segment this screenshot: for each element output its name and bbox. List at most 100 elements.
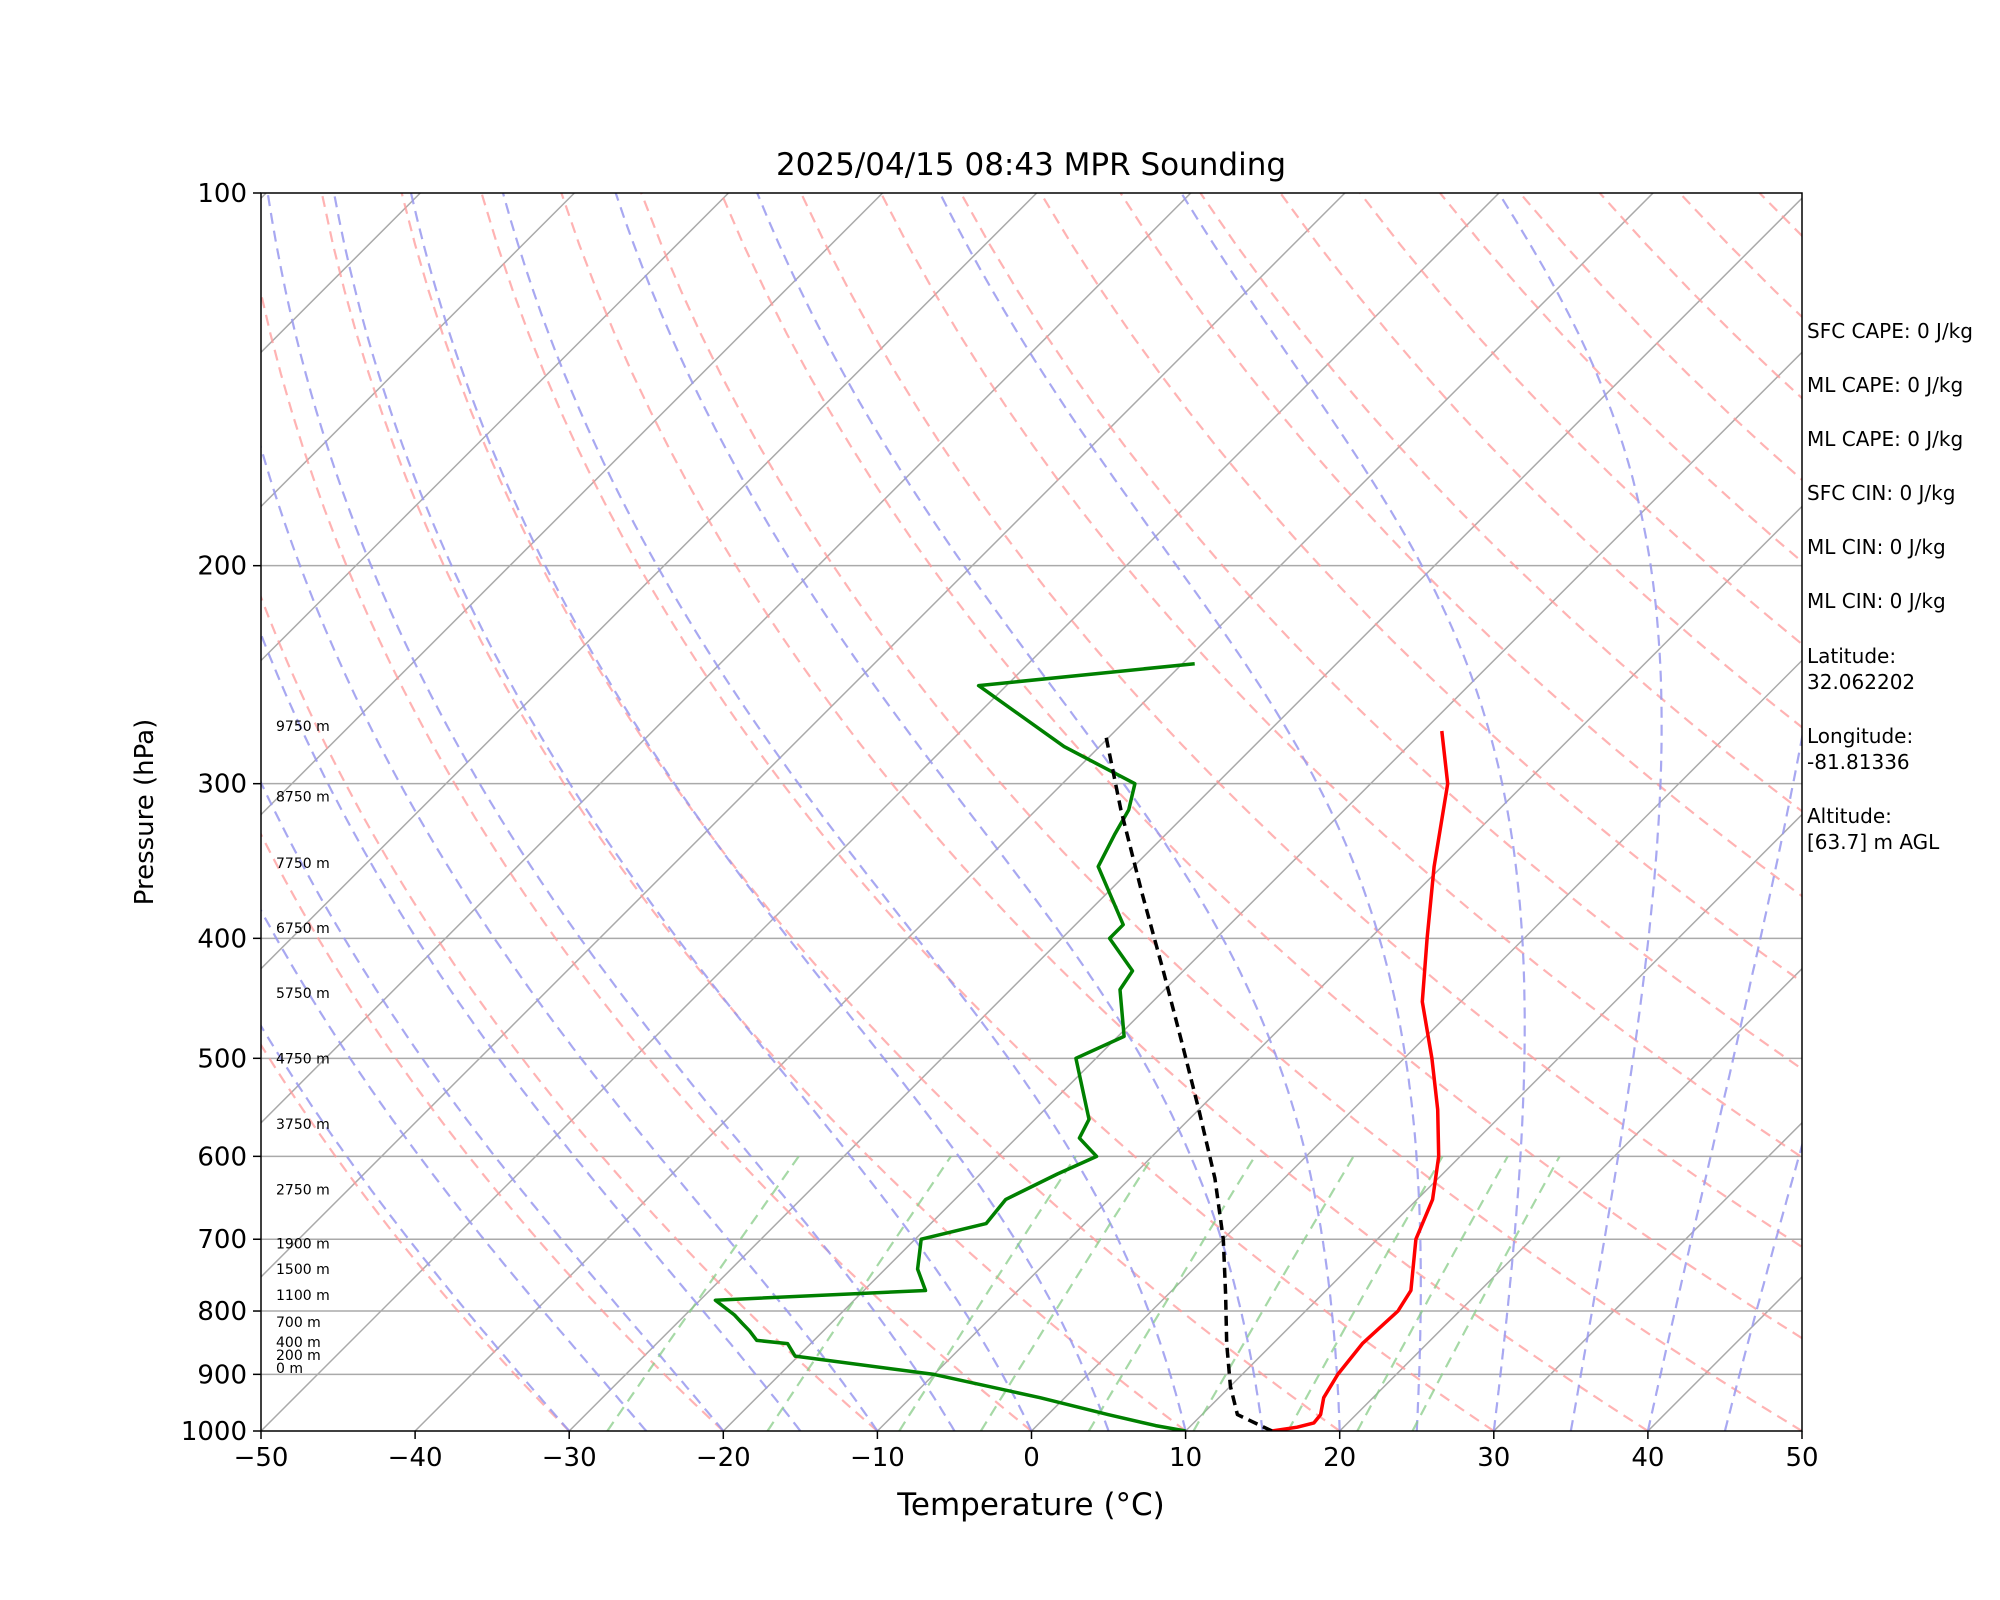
y-tick-label: 300 xyxy=(197,770,247,800)
x-tick-label: −10 xyxy=(850,1443,905,1473)
isotherm-line xyxy=(261,193,1192,1124)
x-axis-label: Temperature (°C) xyxy=(896,1487,1165,1523)
mixing-ratio-line xyxy=(898,1155,1077,1431)
dry-adiabat xyxy=(320,193,1187,1431)
x-tick-label: −30 xyxy=(542,1443,597,1473)
moist-adiabat xyxy=(332,193,1033,1431)
moist-adiabat xyxy=(409,193,1110,1431)
sounding-lines xyxy=(713,661,1450,1431)
isotherm-line xyxy=(261,193,730,662)
ml-cape-text: ML CAPE: 0 J/kg xyxy=(1807,373,1964,397)
dry-adiabat xyxy=(1119,193,1802,898)
moist-adiabat xyxy=(1497,193,1663,1431)
isotherm-line xyxy=(1339,967,1802,1431)
moist-adiabat xyxy=(261,908,648,1431)
dry-adiabat xyxy=(261,1042,570,1431)
isotherm-line xyxy=(414,193,1654,1431)
dewpoint-line xyxy=(713,661,1195,1431)
isotherm-line xyxy=(1493,1121,1802,1431)
height-label: 1900 m xyxy=(276,1236,330,1252)
moist-adiabat xyxy=(261,631,802,1431)
ml-cin-text: ML CIN: 0 J/kg xyxy=(1807,535,1946,559)
axes: −50 −40 −30 −20 −10 0 10 20 30 40 50 100 200 300 400 50… xyxy=(181,179,1819,1473)
moist-adiabat xyxy=(261,1023,571,1431)
moist-adiabat xyxy=(1723,1141,1802,1431)
isotherm-line xyxy=(261,193,1500,1431)
altitude-label: Altitude: xyxy=(1807,804,1892,828)
moist-adiabat xyxy=(1646,731,1802,1431)
x-tick-label: 20 xyxy=(1323,1443,1356,1473)
height-label: 0 m xyxy=(276,1361,303,1377)
height-label: 1500 m xyxy=(276,1262,330,1278)
dry-adiabat xyxy=(800,193,1802,1249)
moist-adiabat xyxy=(614,193,1264,1431)
height-label: 5750 m xyxy=(276,986,330,1002)
height-label: 2750 m xyxy=(276,1182,330,1198)
mixing-ratio-line xyxy=(1356,1155,1509,1431)
dry-adiabat xyxy=(400,193,1341,1431)
dry-adiabat xyxy=(640,193,1802,1431)
x-tick-label: 0 xyxy=(1023,1443,1040,1473)
y-tick-label: 900 xyxy=(197,1360,247,1390)
temperature-line xyxy=(1271,730,1450,1431)
sfc-cape-text: SFC CAPE: 0 J/kg xyxy=(1807,319,1973,343)
height-label: 3750 m xyxy=(276,1117,330,1133)
height-labels: 9750 m 8750 m 7750 m 6750 m 5750 m 4750 m 3750… xyxy=(276,719,330,1377)
y-tick-label: 400 xyxy=(197,924,247,954)
isotherm-line xyxy=(568,197,1802,1431)
height-label: 1100 m xyxy=(276,1288,330,1304)
dry-adiabat xyxy=(1199,193,1802,813)
isotherm-line xyxy=(1030,659,1802,1431)
mixing-ratio-line xyxy=(1411,1155,1561,1431)
isotherm-line xyxy=(261,193,575,508)
y-tick-label: 600 xyxy=(197,1142,247,1172)
chart-title: 2025/04/15 08:43 MPR Sounding xyxy=(776,147,1286,183)
moist-adiabat xyxy=(756,193,1341,1431)
mixing-ratio-line xyxy=(979,1155,1154,1431)
dry-adiabat xyxy=(560,193,1649,1431)
height-label: 7750 m xyxy=(276,856,330,872)
mixing-ratio-line xyxy=(1286,1155,1444,1431)
y-tick-label: 1000 xyxy=(181,1417,247,1447)
dry-adiabat xyxy=(261,288,1033,1431)
y-tick-label: 500 xyxy=(197,1044,247,1074)
moist-adiabat xyxy=(501,193,1187,1431)
x-tick-label: 10 xyxy=(1169,1443,1202,1473)
y-tick-label: 200 xyxy=(197,552,247,582)
mixing-ratio-line xyxy=(606,1155,800,1431)
x-tick-label: 30 xyxy=(1477,1443,1510,1473)
height-label: 4750 m xyxy=(276,1052,330,1068)
x-tick-label: 40 xyxy=(1631,1443,1664,1473)
y-axis-label: Pressure (hPa) xyxy=(130,719,160,906)
background-lines xyxy=(261,193,1802,1431)
height-label: 700 m xyxy=(276,1315,321,1331)
height-label: 8750 m xyxy=(276,789,330,805)
dry-adiabat xyxy=(959,193,1802,1071)
mu-cape-text: ML CAPE: 0 J/kg xyxy=(1807,427,1964,451)
isotherm-line xyxy=(261,193,1346,1278)
sfc-cin-text: SFC CIN: 0 J/kg xyxy=(1807,481,1956,505)
moist-adiabat xyxy=(266,193,956,1431)
moist-adiabat xyxy=(261,780,725,1431)
mu-cin-text: ML CIN: 0 J/kg xyxy=(1807,589,1946,613)
dry-adiabat xyxy=(261,832,725,1431)
latitude-value: 32.062202 xyxy=(1807,670,1916,694)
y-tick-label: 800 xyxy=(197,1297,247,1327)
y-tick-label: 700 xyxy=(197,1225,247,1255)
height-label: 400 m xyxy=(276,1335,321,1351)
isotherm-line xyxy=(1185,813,1802,1431)
parcel-line xyxy=(1104,736,1273,1431)
x-tick-label: 50 xyxy=(1785,1443,1818,1473)
mixing-ratio-line xyxy=(1192,1155,1355,1431)
isotherm-line xyxy=(722,351,1802,1431)
isotherm-line xyxy=(261,193,1038,970)
dry-adiabat xyxy=(480,193,1495,1431)
dry-adiabat xyxy=(720,193,1802,1340)
isotherm-line xyxy=(261,193,884,816)
isotherm-line xyxy=(876,505,1802,1431)
y-tick-label: 100 xyxy=(197,179,247,209)
height-label: 9750 m xyxy=(276,719,330,735)
altitude-value: [63.7] m AGL xyxy=(1807,830,1940,854)
